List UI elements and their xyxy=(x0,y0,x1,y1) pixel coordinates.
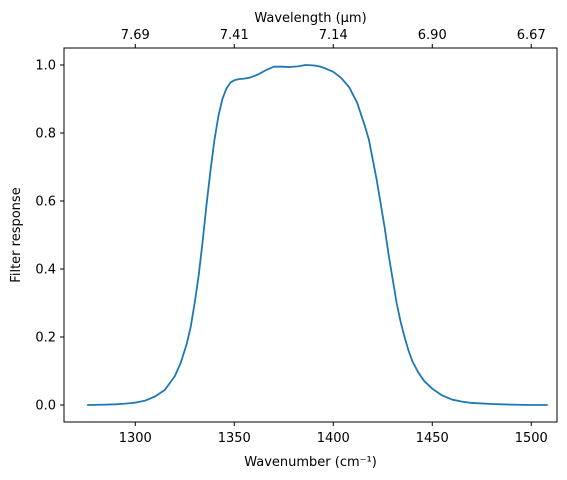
y-tick-label: 0.0 xyxy=(35,399,56,414)
x-tick-label: 1500 xyxy=(515,431,548,446)
top-tick-label: 6.67 xyxy=(517,28,546,43)
x-tick-label: 1350 xyxy=(218,431,251,446)
x-tick-label: 1400 xyxy=(317,431,350,446)
x-tick-label: 1300 xyxy=(119,431,152,446)
y-tick-label: 1.0 xyxy=(35,59,56,74)
series-line xyxy=(86,64,548,406)
y-tick-label: 0.6 xyxy=(35,195,56,210)
top-axis-ticks: 7.69 7.41 7.14 6.90 6.67 xyxy=(121,28,546,48)
x-axis-title: Wavenumber (cm⁻¹) xyxy=(244,455,377,470)
y-axis-title: Filter response xyxy=(9,187,24,282)
top-axis-title: Wavelength (μm) xyxy=(254,11,366,26)
top-tick-label: 6.90 xyxy=(418,28,447,43)
plot-frame xyxy=(63,47,558,423)
y-tick-label: 0.4 xyxy=(35,263,56,278)
y-tick-label: 0.8 xyxy=(35,127,56,142)
top-tick-label: 7.14 xyxy=(319,28,348,43)
y-tick-label: 0.2 xyxy=(35,331,56,346)
top-tick-label: 7.69 xyxy=(121,28,150,43)
x-axis-ticks: 1300 1350 1400 1450 1500 xyxy=(119,422,548,446)
y-axis-ticks: 0.0 0.2 0.4 0.6 0.8 1.0 xyxy=(35,59,64,414)
top-tick-label: 7.41 xyxy=(220,28,249,43)
x-tick-label: 1450 xyxy=(416,431,449,446)
